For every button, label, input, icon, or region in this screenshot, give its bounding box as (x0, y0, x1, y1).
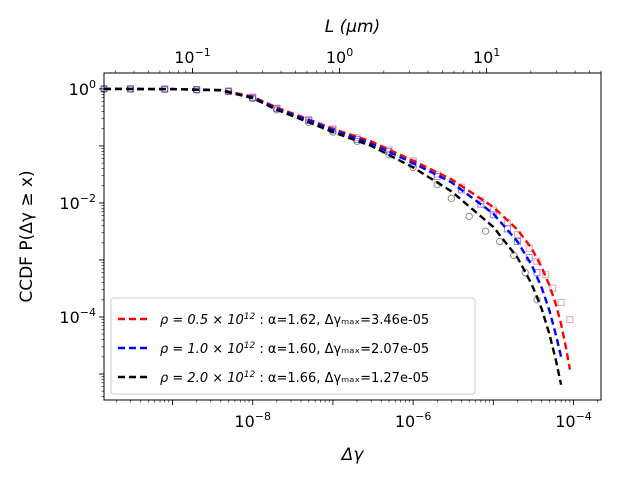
data-point (447, 194, 456, 203)
series-markers (100, 85, 541, 304)
legend-label: ρ = 2.0 × 1012 : α=1.66, Δγₘₐₓ=1.27e-05 (160, 370, 429, 386)
x-tick-label: 10−4 (555, 410, 592, 431)
y-axis-label: CCDF P(Δγ ≥ x) (17, 170, 37, 302)
legend: ρ = 0.5 × 1012 : α=1.62, Δγₘₐₓ=3.46e-05 ρ… (110, 297, 476, 395)
data-point (542, 271, 550, 279)
tick-layer: 10−8 10−6 10−4 10−1 100 101 100 10−2 10−4 (59, 46, 602, 431)
series-markers (100, 85, 541, 277)
data-point (465, 212, 473, 221)
top-x-tick-label: 101 (473, 46, 500, 67)
data-point (513, 238, 521, 246)
data-point (566, 316, 574, 324)
data-point (549, 284, 557, 292)
legend-label: ρ = 1.0 × 1012 : α=1.60, Δγₘₐₓ=2.07e-05 (160, 341, 429, 357)
y-tick-label: 10−4 (59, 306, 96, 327)
y-tick-label: 100 (69, 78, 96, 99)
x-tick-label: 10−8 (234, 410, 271, 431)
marker-layer (100, 85, 574, 324)
data-point (385, 151, 393, 159)
data-point (557, 298, 565, 306)
y-tick-label: 10−2 (59, 192, 96, 213)
legend-box (110, 297, 476, 395)
data-point (503, 225, 511, 233)
legend-label: ρ = 0.5 × 1012 : α=1.62, Δγₘₐₓ=3.46e-05 (160, 312, 429, 328)
x-axis-label: Δγ (340, 445, 365, 465)
data-point (533, 257, 541, 265)
x-tick-label: 10−6 (395, 410, 432, 431)
series-markers (100, 85, 574, 324)
top-x-tick-label: 100 (326, 46, 353, 67)
plot-frame (103, 72, 602, 401)
data-point (481, 227, 490, 235)
fit-line-layer (103, 87, 572, 385)
data-point (489, 211, 497, 219)
top-x-axis-label: L (μm) (325, 17, 381, 37)
data-point (477, 200, 485, 208)
data-point (521, 268, 529, 277)
data-point (495, 237, 504, 246)
legend-items: ρ = 0.5 × 1012 : α=1.62, Δγₘₐₓ=3.46e-05 ρ… (118, 312, 429, 386)
top-x-tick-label: 10−1 (174, 46, 211, 67)
fit-line (103, 87, 563, 385)
